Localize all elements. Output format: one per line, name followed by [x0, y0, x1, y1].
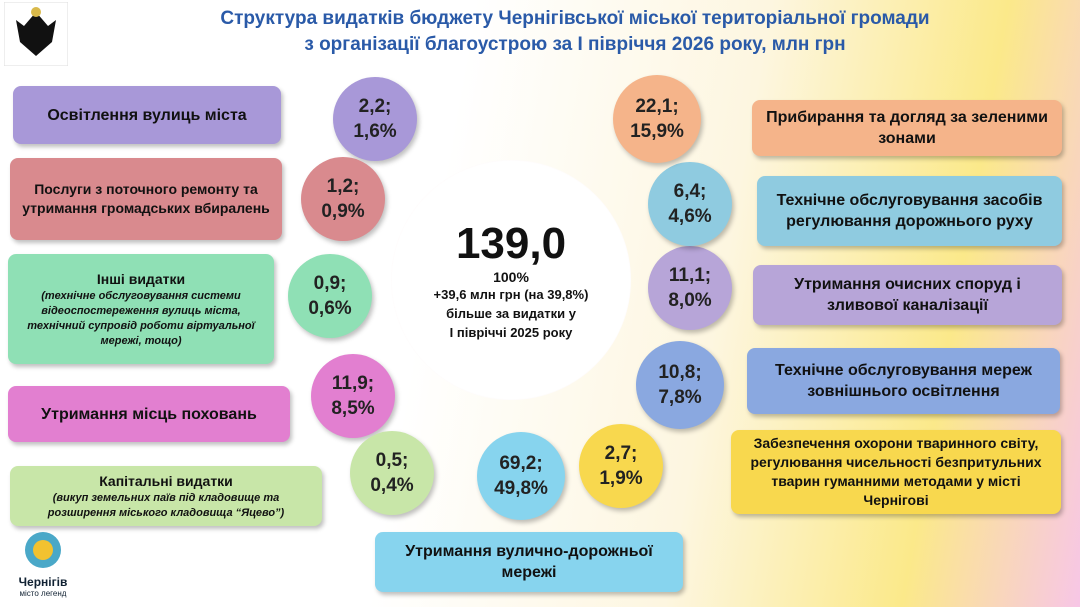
value-circle: 1,2; 0,9%	[301, 157, 385, 241]
category-box: Освітлення вулиць міста	[13, 86, 281, 144]
share: 8,0%	[668, 290, 712, 311]
value-circle: 2,7; 1,9%	[579, 424, 663, 508]
share: 4,6%	[668, 206, 712, 227]
value: 11,9;	[331, 373, 375, 394]
center-line: +39,6 млн грн (на 39,8%)	[433, 286, 589, 302]
category-box: Забезпечення охорони тваринного світу, р…	[731, 430, 1061, 514]
value-circle: 11,9; 8,5%	[311, 354, 395, 438]
category-box: Утримання вулично-дорожньої мережі	[375, 532, 683, 592]
share: 8,5%	[331, 398, 375, 419]
category-box: Технічне обслуговування засобів регулюва…	[757, 176, 1062, 246]
category-label: Капітальні видатки	[99, 472, 233, 489]
value: 10,8;	[658, 362, 702, 383]
title-line: з організації благоустрою за І півріччя …	[304, 34, 846, 55]
value: 6,4;	[673, 181, 707, 202]
value-circle: 2,2; 1,6%	[333, 77, 417, 161]
category-box: Прибирання та догляд за зеленими зонами	[752, 100, 1062, 156]
category-box: Утримання місць поховань	[8, 386, 290, 442]
value-circle: 0,5; 0,4%	[350, 431, 434, 515]
value: 22,1;	[635, 96, 679, 117]
share: 15,9%	[630, 121, 684, 142]
category-label: Забезпечення охорони тваринного світу, р…	[750, 435, 1042, 508]
logo-icon	[25, 532, 61, 568]
category-box: Інші видатки (технічне обслуговування сис…	[8, 254, 274, 364]
category-box: Технічне обслуговування мереж зовнішньог…	[747, 348, 1060, 414]
total-circle: 139,0 100% +39,6 млн грн (на 39,8%) біль…	[391, 160, 631, 400]
share: 49,8%	[494, 478, 548, 499]
category-label: Утримання вулично-дорожньої мережі	[405, 543, 653, 581]
value-circle: 6,4; 4,6%	[648, 162, 732, 246]
category-label: Технічне обслуговування засобів регулюва…	[776, 192, 1043, 230]
category-label: Освітлення вулиць міста	[47, 106, 247, 124]
total-share: 100%	[493, 268, 529, 285]
category-box: Утримання очисних споруд і зливової кана…	[753, 265, 1062, 325]
category-box: Послуги з поточного ремонту та утримання…	[10, 158, 282, 240]
category-label: Послуги з поточного ремонту та утримання…	[22, 181, 270, 216]
logo: Чернігів місто легенд	[8, 530, 78, 598]
value: 2,7;	[604, 443, 638, 464]
title: Структура видатків бюджету Чернігівської…	[150, 6, 1000, 58]
coat-of-arms	[4, 2, 68, 66]
value: 69,2;	[499, 453, 543, 474]
share: 1,9%	[599, 468, 643, 489]
value-circle: 10,8; 7,8%	[636, 341, 724, 429]
value: 0,9;	[313, 273, 347, 294]
category-label: Технічне обслуговування мереж зовнішньог…	[775, 362, 1032, 400]
logo-tagline: місто легенд	[19, 589, 67, 598]
value: 0,5;	[375, 450, 409, 471]
value-circle: 11,1; 8,0%	[648, 246, 732, 330]
center-line: більше за видатки у	[446, 305, 576, 321]
share: 7,8%	[658, 387, 702, 408]
value-circle: 69,2; 49,8%	[477, 432, 565, 520]
total: 139,0	[455, 218, 567, 268]
logo-name: Чернігів	[18, 575, 68, 589]
share: 1,6%	[353, 121, 397, 142]
share: 0,9%	[321, 201, 365, 222]
title-line: Структура видатків бюджету Чернігівської…	[220, 8, 930, 29]
category-label: Прибирання та догляд за зеленими зонами	[766, 109, 1048, 147]
category-note: (технічне обслуговування системи відеосп…	[27, 289, 255, 347]
category-label: Утримання очисних споруд і зливової кана…	[794, 276, 1021, 314]
value: 2,2;	[358, 96, 392, 117]
value: 1,2;	[326, 176, 360, 197]
value: 11,1;	[668, 265, 712, 286]
category-box: Капітальні видатки (викуп земельних паїв …	[10, 466, 322, 526]
value-circle: 0,9; 0,6%	[288, 254, 372, 338]
category-label: Інші видатки	[96, 270, 186, 287]
share: 0,6%	[308, 298, 352, 319]
category-note: (викуп земельних паїв під кладовище та р…	[47, 491, 285, 519]
center-line: І півріччі 2025 року	[449, 324, 573, 340]
category-label: Утримання місць поховань	[41, 405, 257, 423]
share: 0,4%	[370, 475, 414, 496]
value-circle: 22,1; 15,9%	[613, 75, 701, 163]
